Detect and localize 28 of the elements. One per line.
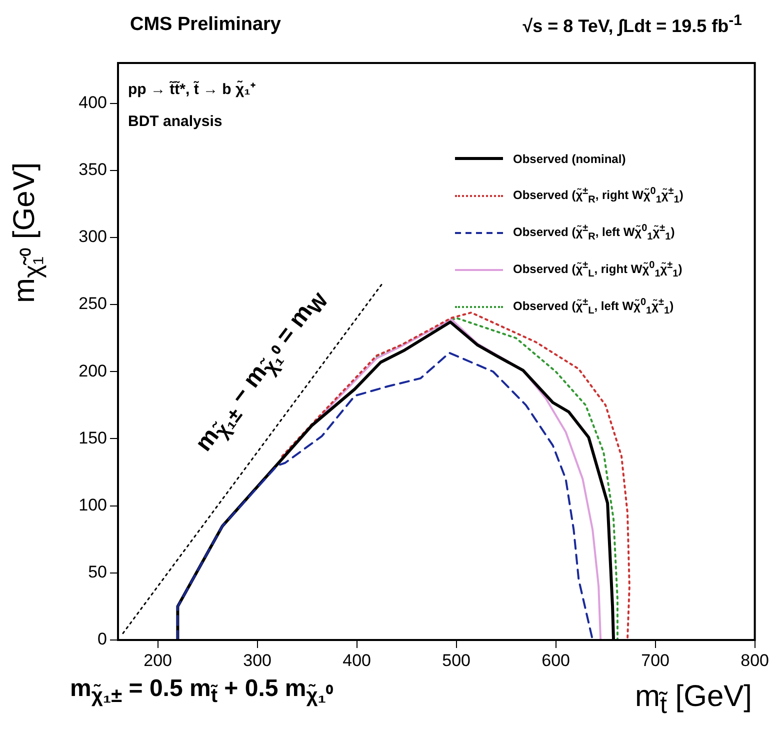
- y-tick-label: 0: [98, 630, 107, 649]
- text: Observed (χ̃$^{±}$$_{L}$, right Wχ̃$^{0}$$_{1}$χ̃$^{±}$$_{1}$): [513, 260, 682, 280]
- chart-subtitle: √s = 8 TeV, ∫Ldt = 19.5 fb$^{-1}$: [522, 12, 742, 37]
- chart-title: CMS Preliminary: [130, 14, 281, 36]
- text: Observed (χ̃$^{±}$$_{R}$, left Wχ̃$^{0}$$_{1}$χ̃$^{±}$$_{1}$): [513, 222, 675, 242]
- x-tick-label: 200: [144, 650, 172, 670]
- text: Observed (χ̃$^{±}$$_{R}$, right Wχ̃$^{0}$$_{1}$χ̃$^{±}$$_{1}$): [513, 186, 684, 206]
- line-series: [376, 316, 619, 640]
- annotation: BDT analysis: [128, 113, 222, 130]
- x-tick-label: 500: [442, 650, 470, 670]
- y-tick-label: 150: [78, 428, 107, 448]
- x-tick-label: 400: [342, 650, 371, 670]
- text: Observed (χ̃$^{±}$$_{L}$, left Wχ̃$^{0}$$_{1}$χ̃$^{±}$$_{1}$): [513, 296, 674, 316]
- annotation: pp → t̃t̃*, t̃ → b χ̃₁⁺: [128, 80, 256, 98]
- x-tick-label: 700: [641, 650, 670, 670]
- y-tick-label: 50: [88, 562, 107, 582]
- legend-label: Observed (nominal): [513, 152, 626, 166]
- y-tick-label: 100: [78, 496, 107, 514]
- y-tick-label: 200: [78, 361, 107, 380]
- x-tick-label: 800: [740, 650, 770, 670]
- y-tick-label: 250: [78, 294, 107, 314]
- text: m$_{χ̃₁±}$ = 0.5 m$_{t̃}$ + 0.5 m$_{χ̃₁⁰}$: [70, 675, 334, 708]
- x-axis-title: m$_{t̃}$ [GeV]: [635, 680, 752, 720]
- y-tick-label: 300: [78, 227, 107, 246]
- x-tick-label: 300: [243, 650, 272, 670]
- x-tick-label: 600: [542, 650, 570, 670]
- y-tick-label: 400: [78, 92, 107, 112]
- y-tick-label: 350: [78, 160, 107, 180]
